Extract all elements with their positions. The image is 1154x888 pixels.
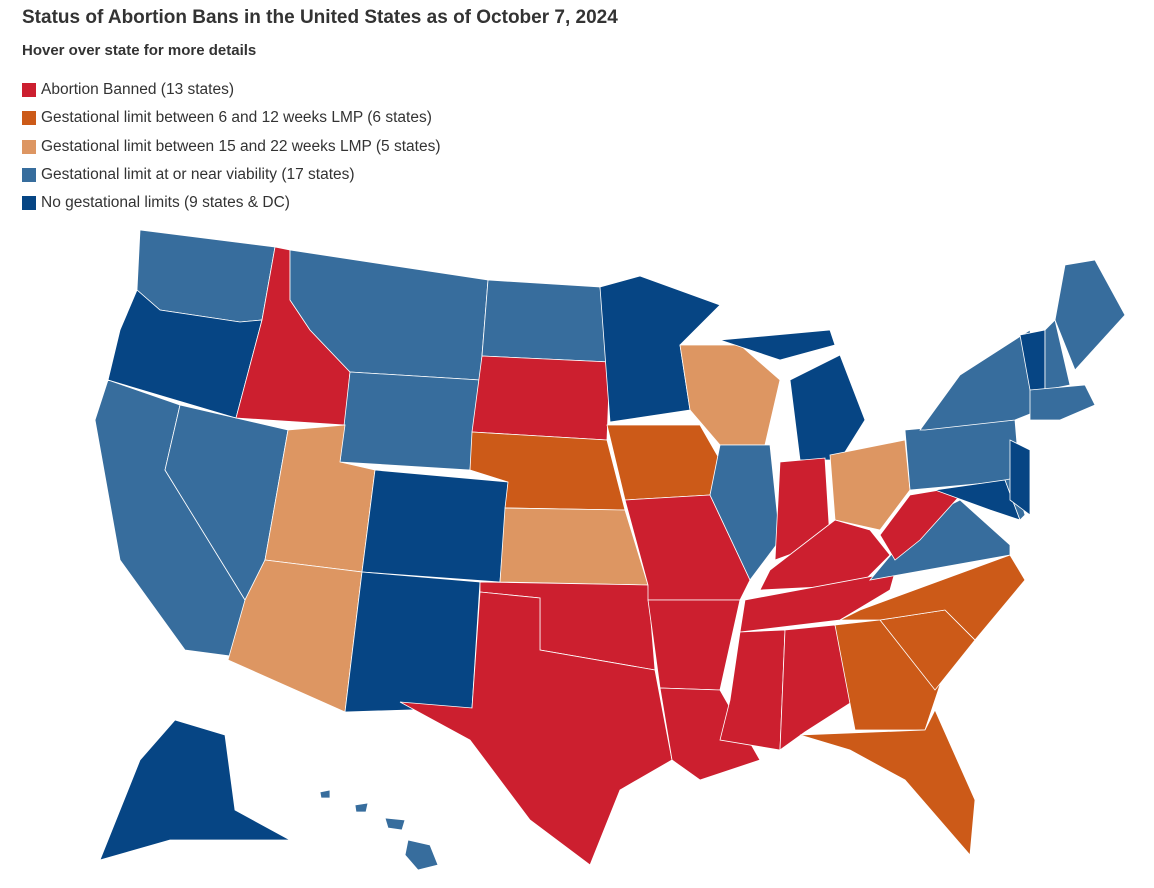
state[interactable]	[344, 571, 481, 713]
legend-swatch	[22, 111, 36, 126]
legend-swatch	[22, 83, 36, 98]
legend-label: Gestational limit between 6 and 12 weeks…	[41, 109, 432, 127]
state[interactable]	[1009, 439, 1031, 516]
legend-item: Gestational limit between 15 and 22 week…	[22, 133, 440, 161]
legend-swatch	[22, 196, 36, 211]
state[interactable]	[1044, 319, 1071, 391]
legend-swatch	[22, 168, 36, 183]
state[interactable]	[739, 571, 896, 633]
legend-swatch	[22, 139, 36, 154]
state[interactable]	[606, 424, 721, 501]
state[interactable]	[904, 419, 1021, 491]
state[interactable]	[404, 839, 439, 871]
legend-label: Gestational limit at or near viability (…	[41, 166, 355, 184]
legend-item: Gestational limit at or near viability (…	[22, 161, 440, 189]
state[interactable]	[779, 624, 856, 751]
state[interactable]	[227, 559, 363, 713]
state[interactable]	[789, 354, 866, 461]
state[interactable]	[499, 507, 649, 586]
legend-label: Abortion Banned (13 states)	[41, 81, 235, 99]
subtitle: Hover over state for more details	[22, 42, 257, 59]
state[interactable]	[719, 629, 786, 751]
state[interactable]	[319, 789, 331, 799]
state[interactable]	[1054, 259, 1126, 371]
state[interactable]	[399, 591, 673, 866]
state[interactable]	[719, 329, 836, 361]
legend-item: No gestational limits (9 states & DC)	[22, 189, 440, 217]
state[interactable]	[354, 802, 369, 813]
state[interactable]	[481, 279, 611, 363]
state[interactable]	[659, 687, 761, 781]
legend: Abortion Banned (13 states) Gestational l…	[22, 76, 440, 217]
state[interactable]	[361, 469, 509, 583]
state[interactable]	[799, 709, 976, 856]
state[interactable]	[834, 619, 941, 731]
state[interactable]	[1029, 384, 1096, 421]
state[interactable]	[99, 719, 291, 861]
legend-item: Abortion Banned (13 states)	[22, 76, 440, 104]
state[interactable]	[759, 519, 891, 591]
state[interactable]	[709, 444, 781, 581]
legend-label: Gestational limit between 15 and 22 week…	[41, 137, 441, 155]
legend-label: No gestational limits (9 states & DC)	[41, 194, 290, 212]
state[interactable]	[839, 554, 1026, 641]
state[interactable]	[339, 371, 481, 471]
state[interactable]	[647, 599, 741, 691]
legend-item: Gestational limit between 6 and 12 weeks…	[22, 104, 440, 132]
title: Status of Abortion Bans in the United St…	[22, 7, 618, 28]
state[interactable]	[471, 355, 611, 441]
state[interactable]	[384, 817, 406, 831]
state[interactable]	[829, 439, 911, 531]
